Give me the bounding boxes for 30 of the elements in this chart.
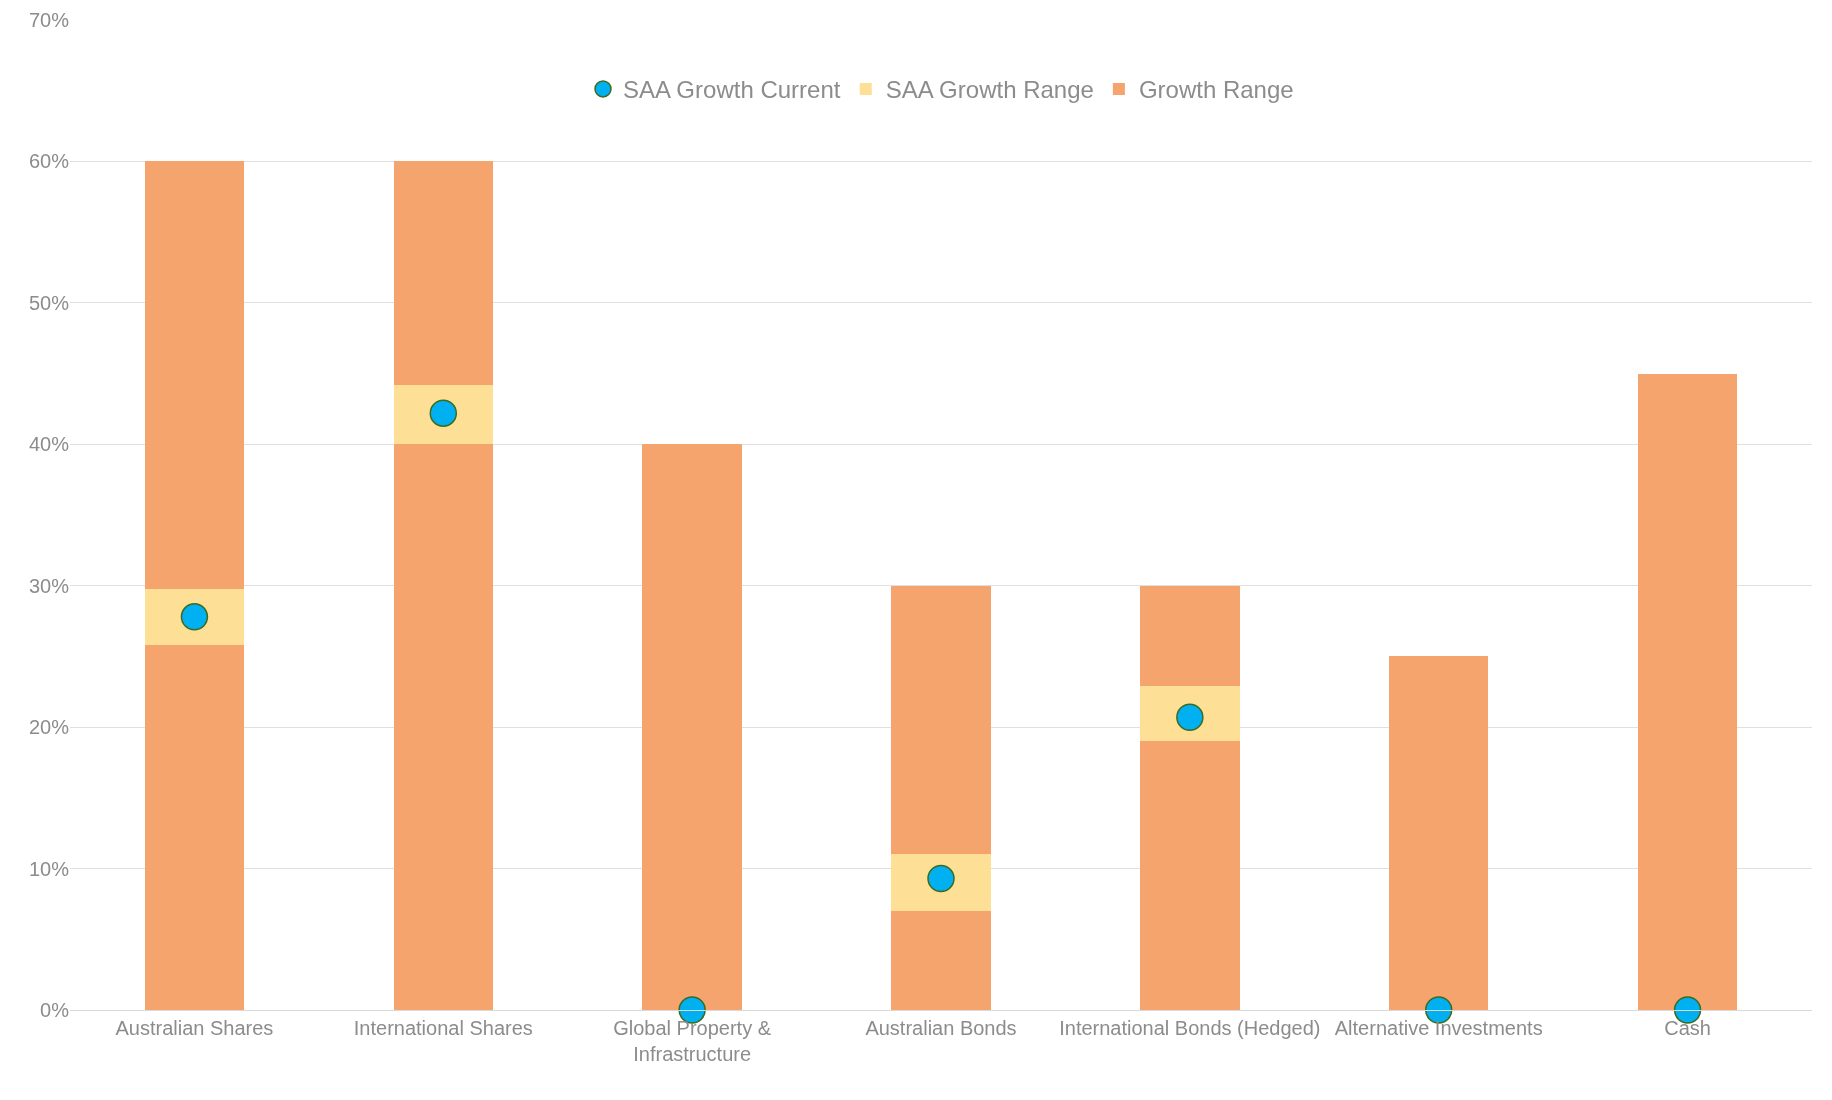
y-tick-label: 10%: [28, 857, 70, 880]
bar: [144, 645, 245, 1010]
bar: [1140, 585, 1240, 687]
bar: [393, 384, 494, 445]
y-tick-label: 20%: [28, 716, 70, 739]
bar: [891, 585, 991, 855]
bar: [393, 444, 494, 1010]
x-tick-label: Australian Bonds: [865, 1017, 1017, 1039]
x-tick-label: International Shares: [353, 1017, 533, 1039]
x-tick-label: Alternative Investments: [1334, 1017, 1543, 1039]
y-tick-label: 50%: [28, 291, 70, 314]
bar: [642, 444, 742, 1010]
y-tick-label: 70%: [28, 9, 70, 31]
x-tick-label: Global Property & Infrastructure: [613, 1017, 772, 1065]
y-tick-label: 30%: [28, 574, 70, 597]
legend-label: SAA Growth Range: [885, 76, 1094, 104]
bar: [393, 161, 494, 385]
y-tick-label: 0%: [40, 999, 70, 1021]
bar: [144, 161, 245, 589]
x-tick-label: Australian Shares: [115, 1017, 274, 1039]
bar: [891, 911, 991, 1010]
y-tick-label: 40%: [28, 433, 70, 456]
y-tick-label: 60%: [28, 150, 70, 173]
bar: [1637, 373, 1738, 1010]
bar: [1140, 741, 1240, 1010]
legend-label: SAA Growth Current: [623, 76, 841, 104]
x-tick-label: Cash: [1664, 1017, 1711, 1039]
legend-label: Growth Range: [1138, 76, 1294, 104]
bar: [1388, 656, 1489, 1010]
x-tick-label: International Bonds (Hedged): [1059, 1017, 1321, 1039]
